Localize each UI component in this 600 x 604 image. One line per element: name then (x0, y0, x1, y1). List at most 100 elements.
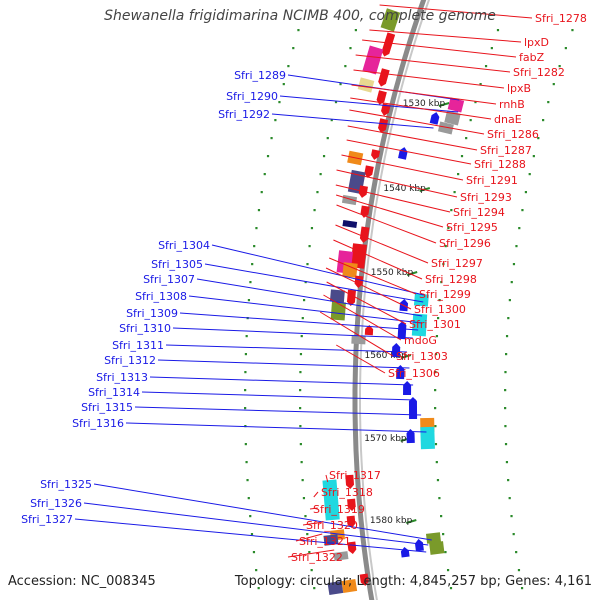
gene-arrow-shape (378, 118, 389, 133)
gene-arrow[interactable] (391, 343, 401, 358)
gene-block[interactable] (447, 97, 465, 113)
gene-label-right[interactable]: Sfri_1300 (414, 303, 466, 316)
gene-arrow[interactable] (406, 429, 415, 444)
gene-label-right[interactable]: dnaE (494, 113, 522, 126)
gene-label-right[interactable]: Sfri_1287 (480, 144, 532, 157)
gene-arrow[interactable] (359, 226, 370, 244)
gene-block[interactable] (322, 479, 340, 521)
gene-arrow[interactable] (370, 149, 381, 160)
gene-block[interactable] (357, 77, 375, 93)
gene-label-right[interactable]: Sfri_1286 (487, 128, 539, 141)
gene-label-right[interactable]: fabZ (519, 51, 545, 64)
gene-label-right[interactable]: Sfri_1296 (439, 237, 491, 250)
gene-block[interactable] (413, 293, 429, 307)
gene-label-left[interactable]: Sfri_1310 (119, 322, 171, 335)
gene-arrow[interactable] (380, 32, 396, 57)
gene-label-right[interactable]: Sfri_1299 (419, 288, 471, 301)
gene-label-left[interactable]: Sfri_1307 (143, 273, 195, 286)
gene-label-right[interactable]: Sfri_1319 (313, 503, 365, 516)
gene-arrow[interactable] (364, 325, 374, 336)
gene-arrow[interactable] (376, 90, 387, 106)
gene-label-right[interactable]: mdoG (404, 334, 437, 347)
gene-block[interactable] (411, 313, 428, 337)
gene-block[interactable] (330, 301, 346, 321)
gene-arrow[interactable] (408, 397, 418, 420)
gene-block[interactable] (333, 551, 349, 561)
gene-arrow[interactable] (429, 111, 441, 125)
gene-block[interactable] (437, 121, 454, 135)
guide-dot (274, 119, 277, 122)
gene-arrow[interactable] (359, 573, 370, 586)
gene-block[interactable] (341, 578, 358, 594)
gene-label-right[interactable]: Sfri_1282 (513, 66, 565, 79)
gene-block[interactable] (351, 335, 366, 345)
gene-label-right[interactable]: Sfri_1288 (474, 158, 526, 171)
guide-dot (537, 137, 540, 140)
gene-label-right[interactable]: Sfri_1293 (460, 191, 512, 204)
gene-arrow[interactable] (414, 539, 424, 552)
gene-block[interactable] (342, 220, 358, 228)
gene-label-left[interactable]: Sfri_1325 (40, 478, 92, 491)
gene-label-right[interactable]: Sfri_1317 (329, 469, 381, 482)
gene-arrow-shape (396, 365, 405, 380)
gene-arrow[interactable] (377, 68, 390, 87)
gene-arrow[interactable] (380, 103, 391, 117)
gene-label-right[interactable]: lpxB (507, 82, 531, 95)
guide-dot (504, 389, 507, 392)
gene-arrow[interactable] (399, 299, 409, 312)
gene-arrow[interactable] (396, 365, 405, 380)
label-connector (179, 312, 419, 331)
gene-arrow[interactable] (364, 165, 374, 178)
gene-label-right[interactable]: Sfri_1320 (306, 519, 358, 532)
gene-block[interactable] (429, 541, 445, 555)
gene-label-right[interactable]: Sfri_1318 (321, 486, 373, 499)
gene-arrow[interactable] (346, 515, 356, 529)
gene-label-left[interactable]: Sfri_1308 (135, 290, 187, 303)
gene-label-left[interactable]: Sfri_1289 (234, 69, 286, 82)
gene-arrow[interactable] (345, 474, 354, 490)
gene-arrow[interactable] (403, 381, 412, 396)
gene-label-left[interactable]: Sfri_1315 (81, 401, 133, 414)
gene-label-right[interactable]: Sfri_1321 (299, 535, 351, 548)
gene-label-left[interactable]: Sfri_1290 (226, 90, 278, 103)
guide-dot (542, 119, 545, 122)
gene-arrow[interactable] (377, 118, 389, 133)
label-connector (336, 204, 437, 244)
gene-block[interactable] (362, 45, 384, 75)
gene-block[interactable] (329, 289, 345, 303)
gene-label-right[interactable]: Sfri_1294 (453, 206, 505, 219)
gene-label-right[interactable]: Sfri_1278 (535, 12, 587, 25)
gene-label-right[interactable]: lpxD (524, 36, 549, 49)
gene-block[interactable] (341, 194, 358, 206)
gene-label-right[interactable]: Sfri_1295 (446, 221, 498, 234)
gene-label-right[interactable]: Sfri_1298 (425, 273, 477, 286)
gene-block[interactable] (342, 262, 358, 278)
gene-label-right[interactable]: Sfri_1303 (396, 350, 448, 363)
gene-label-left[interactable]: Sfri_1311 (112, 339, 164, 352)
gene-label-right[interactable]: Sfri_1291 (466, 174, 518, 187)
gene-arrow[interactable] (398, 146, 408, 160)
gene-block[interactable] (380, 8, 401, 32)
gene-label-left[interactable]: Sfri_1314 (88, 386, 140, 399)
gene-block[interactable] (425, 532, 442, 544)
guide-dot (319, 173, 322, 176)
gene-label-right[interactable]: rnhB (499, 98, 525, 111)
gene-label-right[interactable]: Sfri_1301 (409, 318, 461, 331)
gene-label-left[interactable]: Sfri_1316 (72, 417, 124, 430)
gene-label-right[interactable]: Sfri_1297 (431, 257, 483, 270)
gene-label-left[interactable]: Sfri_1313 (96, 371, 148, 384)
gene-block[interactable] (327, 580, 344, 596)
gene-label-left[interactable]: Sfri_1312 (104, 354, 156, 367)
gene-label-left[interactable]: Sfri_1292 (218, 108, 270, 121)
gene-label-left[interactable]: Sfri_1305 (151, 258, 203, 271)
gene-label-right[interactable]: Sfri_1306 (388, 367, 440, 380)
gene-arrow[interactable] (397, 321, 407, 340)
gene-label-left[interactable]: Sfri_1309 (126, 307, 178, 320)
gene-block[interactable] (420, 426, 435, 450)
gene-arrow[interactable] (400, 547, 410, 558)
gene-label-left[interactable]: Sfri_1327 (21, 513, 73, 526)
gene-label-right[interactable]: Sfri_1322 (291, 551, 343, 564)
gene-label-left[interactable]: Sfri_1326 (30, 497, 82, 510)
gene-label-left[interactable]: Sfri_1304 (158, 239, 210, 252)
gene-arrow[interactable] (347, 498, 356, 512)
